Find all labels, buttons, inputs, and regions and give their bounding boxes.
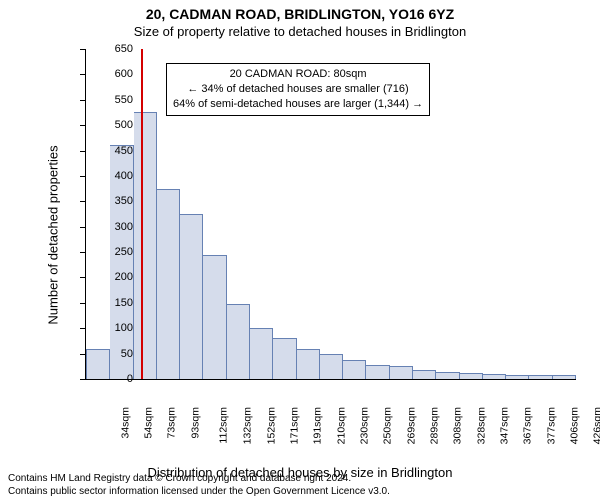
y-tick-label: 100 [99, 322, 133, 334]
x-tick-label: 328sqm [475, 407, 487, 444]
footer-attribution: Contains HM Land Registry data © Crown c… [8, 473, 390, 498]
histogram-bar [553, 375, 576, 379]
histogram-bar [390, 366, 413, 379]
info-line-3: 64% of semi-detached houses are larger (… [173, 97, 423, 112]
y-tick-label: 450 [99, 145, 133, 157]
y-tick-label: 350 [99, 195, 133, 207]
histogram-bar [413, 370, 436, 379]
page-subtitle: Size of property relative to detached ho… [0, 24, 600, 39]
histogram-bar [320, 354, 343, 379]
x-tick-label: 93sqm [189, 407, 201, 439]
x-tick-label: 152sqm [265, 407, 277, 444]
y-tick-label: 200 [99, 271, 133, 283]
x-tick-label: 112sqm [218, 407, 230, 444]
histogram-bar [460, 373, 483, 379]
y-tick-label: 650 [99, 43, 133, 55]
histogram-bar [134, 112, 157, 379]
y-tick-label: 0 [99, 373, 133, 385]
histogram-bar [483, 374, 506, 379]
histogram-bar [506, 375, 529, 379]
histogram-bar [250, 328, 273, 379]
footer-line-1: Contains HM Land Registry data © Crown c… [8, 473, 390, 486]
x-tick-label: 308sqm [452, 407, 464, 444]
reference-line [141, 49, 143, 379]
chart-container: 20 CADMAN ROAD: 80sqm ← 34% of detached … [45, 45, 585, 425]
x-tick-label: 34sqm [119, 407, 131, 439]
x-tick-label: 171sqm [288, 407, 300, 444]
y-tick-label: 250 [99, 246, 133, 258]
histogram-bar [297, 349, 320, 379]
y-tick-label: 500 [99, 119, 133, 131]
y-tick-label: 600 [99, 68, 133, 80]
x-tick-label: 426sqm [592, 407, 600, 444]
x-tick-label: 347sqm [498, 407, 510, 444]
histogram-bar [180, 214, 203, 379]
y-axis-label: Number of detached properties [46, 145, 61, 324]
y-tick-label: 300 [99, 221, 133, 233]
x-tick-label: 367sqm [522, 407, 534, 444]
x-tick-label: 377sqm [545, 407, 557, 444]
histogram-bar [273, 338, 296, 379]
histogram-bar [157, 189, 180, 379]
x-tick-label: 406sqm [568, 407, 580, 444]
x-tick-label: 289sqm [428, 407, 440, 444]
page-title: 20, CADMAN ROAD, BRIDLINGTON, YO16 6YZ [0, 0, 600, 24]
x-tick-label: 230sqm [358, 407, 370, 444]
info-line-2: ← 34% of detached houses are smaller (71… [173, 82, 423, 97]
plot-area: 20 CADMAN ROAD: 80sqm ← 34% of detached … [85, 49, 576, 380]
x-tick-label: 54sqm [143, 407, 155, 439]
histogram-bar [227, 304, 250, 379]
y-tick-label: 50 [99, 348, 133, 360]
x-tick-label: 250sqm [382, 407, 394, 444]
x-tick-label: 210sqm [335, 407, 347, 444]
x-tick-label: 269sqm [405, 407, 417, 444]
x-tick-label: 132sqm [242, 407, 254, 444]
x-tick-label: 191sqm [312, 407, 324, 444]
info-annotation-box: 20 CADMAN ROAD: 80sqm ← 34% of detached … [166, 63, 430, 116]
x-tick-label: 73sqm [166, 407, 178, 439]
footer-line-2: Contains public sector information licen… [8, 486, 390, 499]
y-tick-label: 550 [99, 94, 133, 106]
histogram-bar [436, 372, 459, 379]
histogram-bar [366, 365, 389, 379]
info-line-1: 20 CADMAN ROAD: 80sqm [173, 67, 423, 82]
histogram-bar [203, 255, 226, 379]
y-tick-label: 150 [99, 297, 133, 309]
histogram-bar [343, 360, 366, 379]
y-tick-label: 400 [99, 170, 133, 182]
histogram-bar [529, 375, 552, 379]
